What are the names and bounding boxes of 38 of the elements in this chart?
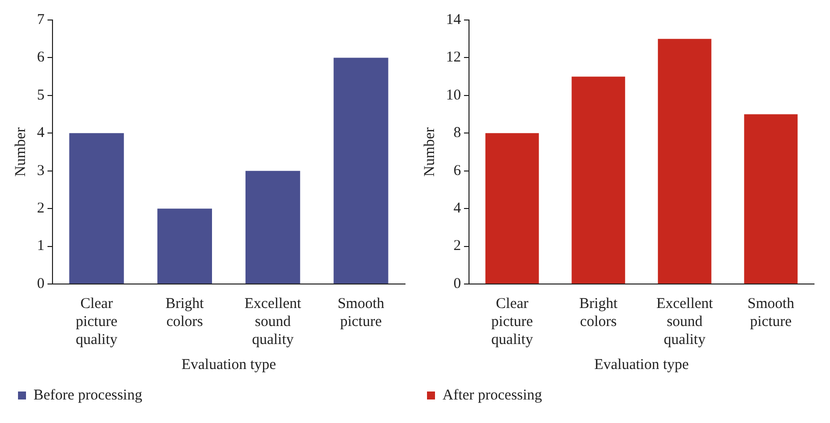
bar — [572, 76, 626, 284]
legend-label: Before processing — [34, 387, 143, 404]
y-tick-label: 7 — [37, 12, 45, 28]
x-axis-title: Evaluation type — [181, 356, 276, 373]
y-tick-label: 2 — [454, 238, 461, 254]
bar — [157, 208, 212, 284]
y-tick-label: 6 — [37, 50, 45, 66]
y-tick-label: 12 — [446, 50, 461, 66]
x-tick-label: Bright colors — [579, 296, 618, 330]
x-axis-title: Evaluation type — [594, 356, 690, 373]
bar — [658, 38, 712, 284]
y-tick-label: 3 — [37, 162, 44, 179]
x-tick-label: Smooth picture — [748, 296, 795, 330]
bar — [485, 133, 539, 284]
y-tick-label: 6 — [454, 162, 462, 179]
x-tick-label: Excellent sound quality — [244, 296, 302, 348]
y-axis-title: Number — [422, 127, 438, 177]
y-tick-label: 2 — [37, 200, 44, 217]
y-tick-label: 10 — [446, 87, 461, 104]
x-tick-label: Smooth picture — [338, 296, 385, 330]
x-tick-label: Clear picture quality — [491, 296, 534, 348]
bar — [245, 170, 300, 284]
y-tick-label: 0 — [454, 276, 461, 292]
legend-label: After processing — [442, 387, 543, 404]
y-tick-label: 0 — [37, 276, 44, 292]
bar — [744, 114, 798, 284]
y-tick-label: 14 — [446, 12, 462, 28]
y-tick-label: 8 — [454, 125, 461, 142]
y-axis-title: Number — [12, 127, 29, 177]
y-tick-label: 1 — [37, 238, 44, 254]
y-tick-label: 5 — [37, 87, 44, 104]
x-tick-label: Clear picture quality — [76, 296, 118, 348]
x-tick-label: Bright colors — [166, 296, 205, 330]
y-tick-label: 4 — [454, 200, 462, 217]
x-tick-label: Excellent sound quality — [656, 296, 714, 348]
bar — [69, 133, 124, 284]
bar — [334, 58, 388, 284]
y-tick-label: 4 — [37, 125, 45, 142]
